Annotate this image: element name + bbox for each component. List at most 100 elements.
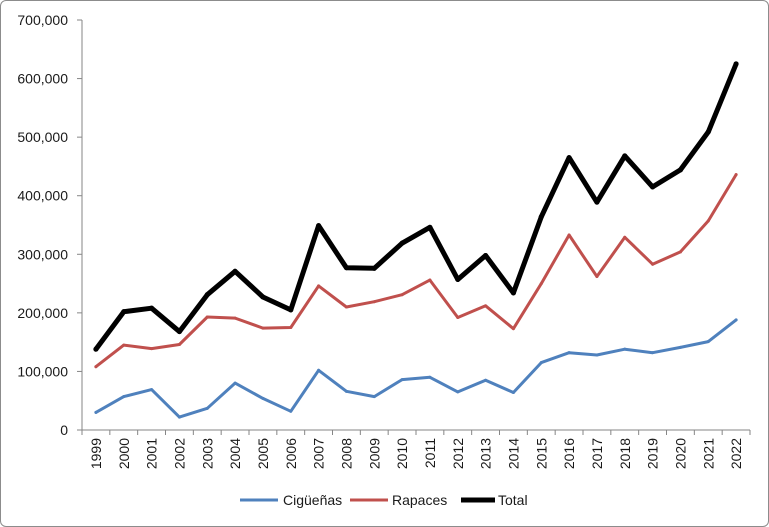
data-point (204, 292, 210, 298)
data-point (289, 326, 293, 329)
data-point (734, 173, 738, 177)
data-point (538, 214, 544, 220)
data-point (484, 304, 488, 308)
x-tick-label: 2006 (283, 438, 299, 469)
x-tick-label: 2008 (338, 438, 354, 469)
x-tick-label: 2021 (700, 438, 716, 469)
x-tick-label: 2017 (589, 438, 605, 469)
y-tick-label: 600,000 (17, 71, 68, 87)
data-point (400, 378, 404, 382)
data-point (261, 326, 265, 330)
x-tick-label: 2013 (478, 438, 494, 469)
y-tick-label: 0 (60, 422, 68, 438)
data-point (317, 284, 321, 288)
data-point (344, 305, 348, 309)
legend-label: Total (498, 492, 528, 508)
x-tick-label: 2009 (366, 438, 382, 469)
data-point (539, 361, 543, 365)
x-tick-label: 2003 (199, 438, 215, 469)
data-point (678, 250, 682, 254)
legend-label: Rapaces (392, 492, 447, 508)
chart-axes (81, 20, 750, 431)
x-tick-label: 1999 (88, 438, 104, 469)
data-point (372, 395, 376, 399)
data-point (205, 315, 209, 319)
data-point (622, 153, 628, 159)
x-tick-label: 2010 (394, 438, 410, 469)
data-point (456, 316, 460, 320)
data-point (94, 410, 98, 414)
x-tick-label: 2000 (116, 438, 132, 469)
data-point (149, 305, 155, 311)
x-tick-label: 2005 (255, 438, 271, 469)
data-point (595, 353, 599, 357)
data-point (650, 184, 656, 190)
legend-label: Cigüeñas (283, 492, 342, 508)
data-point (567, 351, 571, 355)
data-point (539, 282, 543, 286)
data-point (343, 265, 349, 271)
data-point (677, 167, 683, 173)
y-tick-label: 500,000 (17, 129, 68, 145)
x-tick-label: 2001 (144, 438, 160, 469)
x-tick-label: 2014 (505, 438, 521, 469)
data-point (177, 415, 181, 419)
data-point (400, 293, 404, 297)
data-point (317, 368, 321, 372)
data-point (261, 396, 265, 400)
data-point (706, 219, 710, 223)
x-axis-ticks: 1999 2000 2001 2002 2003 2004 2005 2006 2007 2008… (81, 430, 751, 469)
x-tick-label: 2019 (645, 438, 661, 469)
data-point (678, 345, 682, 349)
data-point (150, 388, 154, 392)
data-point (399, 240, 405, 246)
x-tick-label: 2016 (561, 438, 577, 469)
y-axis-ticks: 0 100,000 200,000 300,000 400,000 500,000 600,… (17, 12, 82, 438)
data-point (511, 327, 515, 331)
y-tick-label: 200,000 (17, 305, 68, 321)
data-point (733, 61, 739, 67)
data-point (122, 395, 126, 399)
data-point (289, 409, 293, 413)
data-point (371, 265, 377, 271)
data-point (177, 342, 181, 346)
data-point (428, 278, 432, 282)
data-point (456, 390, 460, 394)
chart-series (93, 61, 739, 419)
data-point (205, 406, 209, 410)
series-line-1 (94, 173, 738, 369)
data-point (233, 381, 237, 385)
series-line-2 (93, 61, 739, 352)
data-point (623, 235, 627, 239)
data-point (455, 276, 461, 282)
data-point (623, 347, 627, 351)
data-point (122, 343, 126, 347)
x-tick-label: 2020 (672, 438, 688, 469)
y-tick-label: 400,000 (17, 188, 68, 204)
data-point (427, 224, 433, 230)
data-point (93, 346, 99, 352)
x-tick-label: 2012 (450, 438, 466, 469)
data-point (734, 318, 738, 322)
data-point (372, 300, 376, 304)
data-point (428, 375, 432, 379)
data-point (651, 262, 655, 266)
data-point (233, 316, 237, 320)
y-tick-label: 700,000 (17, 12, 68, 28)
data-point (94, 365, 98, 369)
series-line-0 (94, 318, 738, 419)
data-point (594, 199, 600, 205)
x-tick-label: 2015 (533, 438, 549, 469)
x-tick-label: 2018 (617, 438, 633, 469)
data-point (176, 329, 182, 335)
data-point (260, 294, 266, 300)
data-point (344, 389, 348, 393)
chart-legend: Cigüeñas Rapaces Total (240, 492, 528, 508)
x-tick-label: 2004 (227, 438, 243, 469)
data-point (566, 155, 572, 161)
x-tick-label: 2011 (422, 438, 438, 468)
data-point (595, 275, 599, 279)
data-point (121, 309, 127, 315)
